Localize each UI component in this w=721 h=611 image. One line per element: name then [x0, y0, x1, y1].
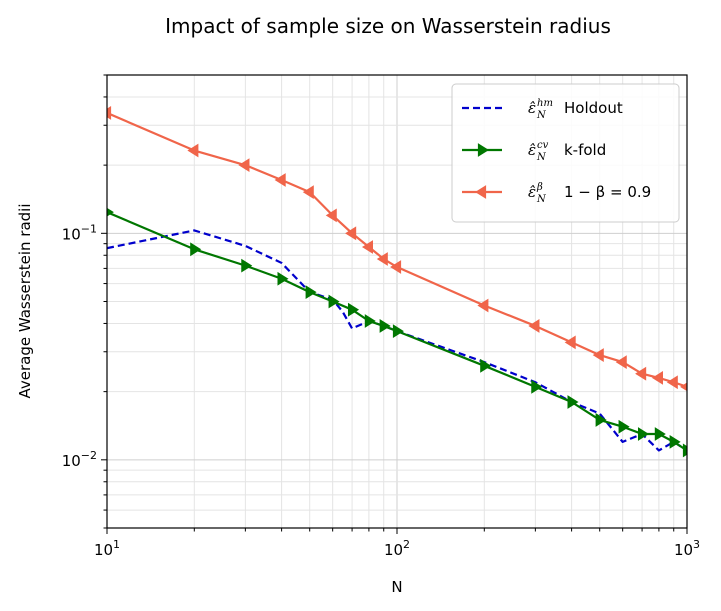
data-point	[480, 358, 492, 373]
data-point	[376, 252, 388, 266]
y-tick-label: 10−2	[62, 449, 97, 470]
data-point	[592, 348, 604, 362]
data-point	[347, 302, 360, 317]
x-tick-label: 101	[94, 538, 120, 559]
data-point	[277, 271, 289, 286]
data-point	[564, 335, 576, 350]
ticks: 101 102 103 10−2 10−1	[62, 74, 700, 559]
legend-item: ε̂ cvN k-fold	[462, 140, 606, 163]
data-point	[107, 106, 112, 120]
data-point	[379, 319, 391, 333]
legend-item: ε̂ βN 1 − β = 0.9	[462, 182, 651, 205]
legend-symbol: ε̂	[528, 99, 536, 117]
series-layer	[107, 106, 687, 458]
data-point	[190, 242, 202, 257]
legend-marker	[475, 185, 487, 199]
legend-marker	[477, 143, 489, 157]
data-point	[477, 298, 489, 313]
data-point	[345, 226, 357, 241]
chart-title: Impact of sample size on Wasserstein rad…	[165, 14, 611, 38]
data-point	[595, 413, 607, 427]
data-point	[392, 324, 404, 339]
data-point	[567, 395, 579, 409]
legend-symbol: ε̂	[528, 141, 536, 159]
data-point	[238, 158, 250, 173]
data-point	[531, 379, 543, 394]
data-point	[680, 382, 687, 392]
x-tick-label: 103	[674, 538, 700, 559]
data-point	[187, 143, 199, 158]
data-point	[615, 355, 627, 370]
y-axis-label: Average Wasserstein radii	[16, 203, 34, 398]
data-point	[325, 208, 337, 223]
data-point	[654, 427, 666, 441]
legend-label: 1 − β = 0.9	[564, 183, 651, 201]
data-point	[651, 370, 663, 385]
data-point	[107, 207, 114, 217]
series-1-0-9	[107, 106, 687, 392]
series-k-fold	[107, 207, 687, 458]
data-point	[328, 294, 340, 309]
legend-subscript: N	[536, 110, 547, 121]
x-axis-label: N	[391, 578, 402, 596]
legend-superscript: hm	[537, 98, 553, 109]
data-point	[635, 366, 647, 381]
data-point	[669, 434, 681, 449]
data-point	[274, 173, 286, 187]
data-point	[241, 258, 253, 273]
legend-subscript: N	[536, 152, 547, 163]
data-point	[302, 185, 314, 200]
legend-superscript: cv	[537, 140, 549, 151]
legend-subscript: N	[536, 194, 547, 205]
data-point	[305, 285, 317, 300]
data-point	[666, 375, 678, 390]
x-tick-label: 102	[384, 538, 410, 559]
legend-item: ε̂ hmN Holdout	[462, 98, 623, 121]
data-point	[637, 427, 650, 441]
data-point	[682, 443, 687, 458]
legend-superscript: β	[536, 182, 543, 193]
data-point	[361, 240, 373, 254]
data-point	[528, 319, 540, 333]
legend-box	[451, 83, 680, 223]
data-point	[364, 314, 376, 328]
y-tick-label: 10−1	[62, 222, 97, 243]
legend-symbol: ε̂	[528, 183, 536, 201]
legend-label: k-fold	[564, 141, 606, 159]
data-point	[618, 419, 630, 434]
data-point	[390, 260, 402, 274]
legend-label: Holdout	[564, 99, 623, 117]
